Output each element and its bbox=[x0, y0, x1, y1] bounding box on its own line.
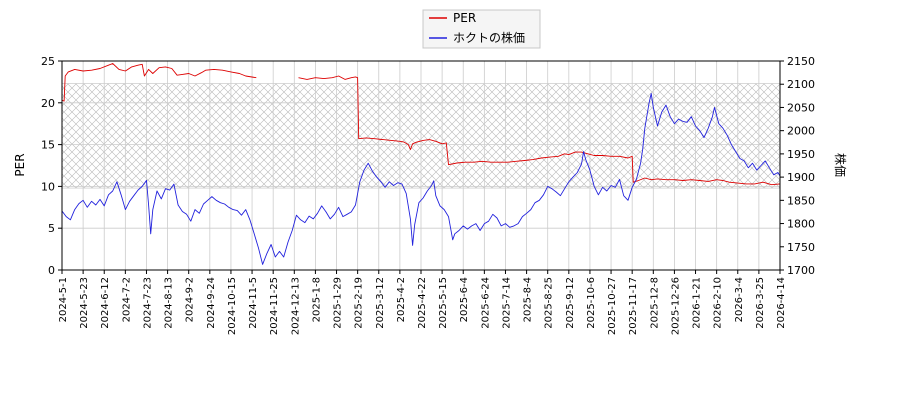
x-tick-label: 2026-4-14 bbox=[776, 277, 787, 329]
x-tick-label: 2026-3-25 bbox=[755, 277, 766, 329]
x-tick-label: 2024-8-13 bbox=[164, 277, 175, 329]
x-tick-label: 2025-12-26 bbox=[670, 277, 681, 335]
x-tick-label: 2025-10-27 bbox=[607, 277, 618, 335]
right-axis: 1700 1750 1800 1850 1900 1950 2000 2050 2100 2150 bbox=[780, 55, 815, 277]
x-tick-label: 2025-4-22 bbox=[417, 277, 428, 329]
x-tick-label: 2025-5-15 bbox=[438, 277, 449, 329]
right-axis-label: 株価 bbox=[833, 153, 848, 177]
x-tick-label: 2024-7-23 bbox=[142, 277, 153, 329]
x-tick-label: 2026-2-10 bbox=[713, 277, 724, 329]
x-tick-label: 2024-12-13 bbox=[290, 277, 301, 335]
x-tick-label: 2024-5-1 bbox=[58, 277, 69, 322]
x-tick-label: 2025-1-29 bbox=[333, 277, 344, 329]
left-axis: 0 5 10 15 20 25 bbox=[41, 55, 62, 277]
right-tick-label: 1750 bbox=[787, 241, 815, 254]
series-line-price bbox=[62, 93, 780, 265]
x-tick-label: 2024-9-2 bbox=[185, 277, 196, 322]
series-line-per bbox=[62, 63, 780, 186]
x-tick-label: 2025-8-4 bbox=[523, 277, 534, 322]
right-tick-label: 1800 bbox=[787, 218, 815, 231]
legend-box bbox=[422, 9, 541, 49]
x-tick-label: 2024-7-2 bbox=[121, 277, 132, 322]
right-tick-label: 2100 bbox=[787, 78, 815, 91]
left-tick-label: 25 bbox=[41, 55, 55, 68]
x-tick-label: 2024-11-25 bbox=[269, 277, 280, 335]
left-axis-label: PER bbox=[13, 153, 27, 176]
x-tick-label: 2025-9-12 bbox=[565, 277, 576, 329]
x-tick-label: 2025-10-6 bbox=[586, 277, 597, 329]
legend-label-per: PER bbox=[453, 11, 476, 25]
series-layer bbox=[62, 63, 780, 265]
x-axis: 2024-5-1 2024-5-23 2024-6-12 2024-7-2 2024-7… bbox=[58, 270, 787, 335]
x-tick-label: 2025-11-17 bbox=[628, 277, 639, 335]
right-tick-label: 1900 bbox=[787, 171, 815, 184]
legend-label-price: ホクトの株価 bbox=[453, 30, 525, 45]
x-tick-label: 2025-2-19 bbox=[354, 277, 365, 329]
x-tick-label: 2025-4-2 bbox=[396, 277, 407, 322]
x-tick-label: 2025-7-14 bbox=[501, 277, 512, 329]
x-tick-label: 2024-9-24 bbox=[206, 277, 217, 329]
x-tick-label: 2026-3-4 bbox=[734, 277, 745, 322]
x-tick-label: 2025-6-24 bbox=[480, 277, 491, 329]
x-tick-label: 2025-8-25 bbox=[544, 277, 555, 329]
legend: PER ホクトの株価 bbox=[422, 9, 541, 49]
right-tick-label: 1700 bbox=[787, 264, 815, 277]
x-tick-label: 2025-6-4 bbox=[459, 277, 470, 322]
left-tick-label: 0 bbox=[48, 264, 55, 277]
x-tick-label: 2025-3-12 bbox=[375, 277, 386, 329]
x-tick-label: 2024-6-12 bbox=[100, 277, 111, 329]
right-tick-label: 2050 bbox=[787, 101, 815, 114]
x-tick-label: 2026-1-21 bbox=[692, 277, 703, 329]
left-tick-label: 5 bbox=[48, 222, 55, 235]
right-tick-label: 1950 bbox=[787, 148, 815, 161]
left-tick-label: 15 bbox=[41, 139, 55, 152]
right-tick-label: 1850 bbox=[787, 194, 815, 207]
left-tick-label: 10 bbox=[41, 180, 55, 193]
x-tick-label: 2025-12-8 bbox=[649, 277, 660, 329]
left-tick-label: 20 bbox=[41, 97, 55, 110]
x-tick-label: 2025-1-8 bbox=[311, 277, 322, 322]
x-tick-label: 2024-11-5 bbox=[248, 277, 259, 329]
right-tick-label: 2150 bbox=[787, 55, 815, 68]
right-tick-label: 2000 bbox=[787, 125, 815, 138]
x-tick-label: 2024-5-23 bbox=[79, 277, 90, 329]
x-tick-label: 2024-10-15 bbox=[227, 277, 238, 335]
